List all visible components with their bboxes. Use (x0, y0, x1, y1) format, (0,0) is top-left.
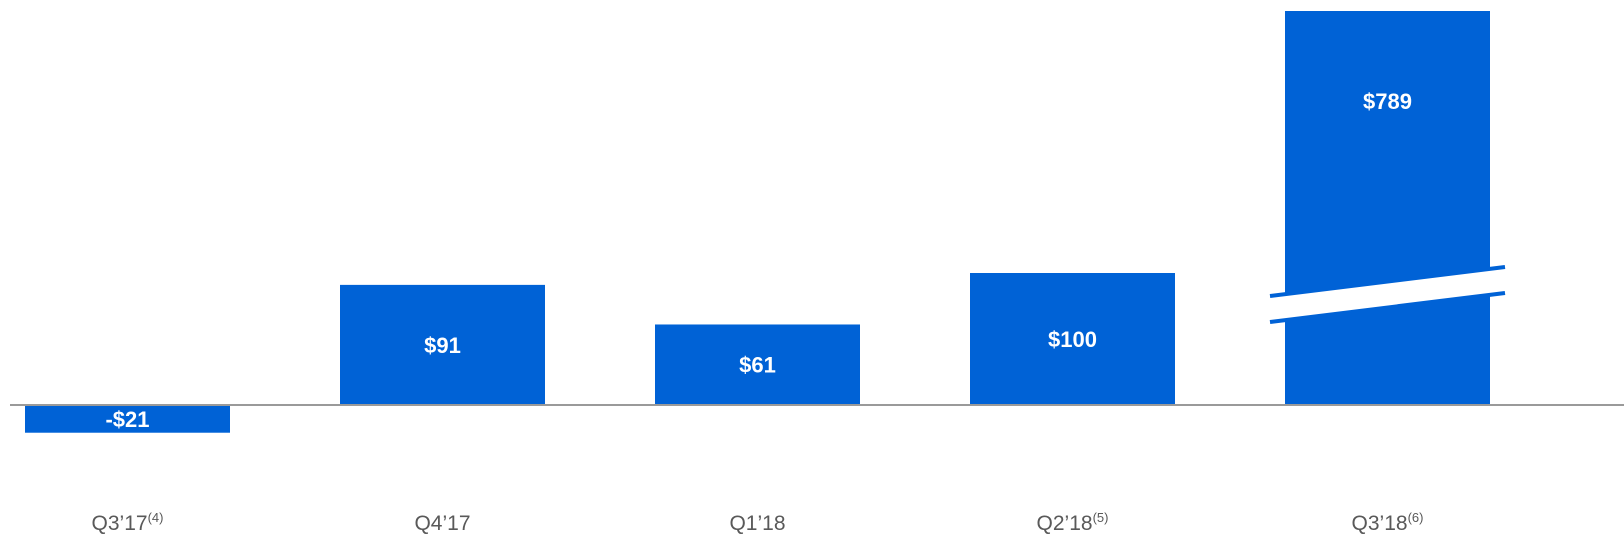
axis-break-line-upper (1269, 265, 1506, 298)
category-label-q3-18: Q3’18(6) (1352, 510, 1424, 535)
axis-break-gap (1270, 267, 1505, 322)
data-label-q4-17: $91 (424, 333, 461, 358)
data-label-q3-18: $789 (1363, 89, 1412, 114)
data-labels-group: -$21 $91 $61 $100 $789 (105, 89, 1412, 432)
bar-q3-17 (25, 405, 230, 433)
bar-q3-18 (1285, 11, 1490, 405)
data-label-q2-18: $100 (1048, 327, 1097, 352)
bars-group (25, 11, 1490, 433)
bar-q2-18 (970, 273, 1175, 405)
category-label-q3-17: Q3’17(4) (92, 510, 164, 535)
category-label-q4-17: Q4’17 (414, 512, 470, 535)
category-label-q1-18: Q1’18 (729, 512, 785, 535)
footnote-marker: (5) (1093, 510, 1109, 525)
bar-q4-17 (340, 284, 545, 405)
data-label-q3-17: -$21 (105, 407, 149, 432)
footnote-marker: (4) (148, 510, 164, 525)
category-label-q2-18: Q2’18(5) (1037, 510, 1109, 535)
category-labels-group: Q3’17(4) Q4’17 Q1’18 Q2’18(5) Q3’18(6) (92, 510, 1424, 535)
footnote-marker: (6) (1408, 510, 1424, 525)
axis-break-group (1269, 265, 1506, 324)
bar-q1-18 (655, 324, 860, 405)
data-label-q1-18: $61 (739, 353, 776, 378)
axis-break-line-lower (1269, 291, 1506, 324)
